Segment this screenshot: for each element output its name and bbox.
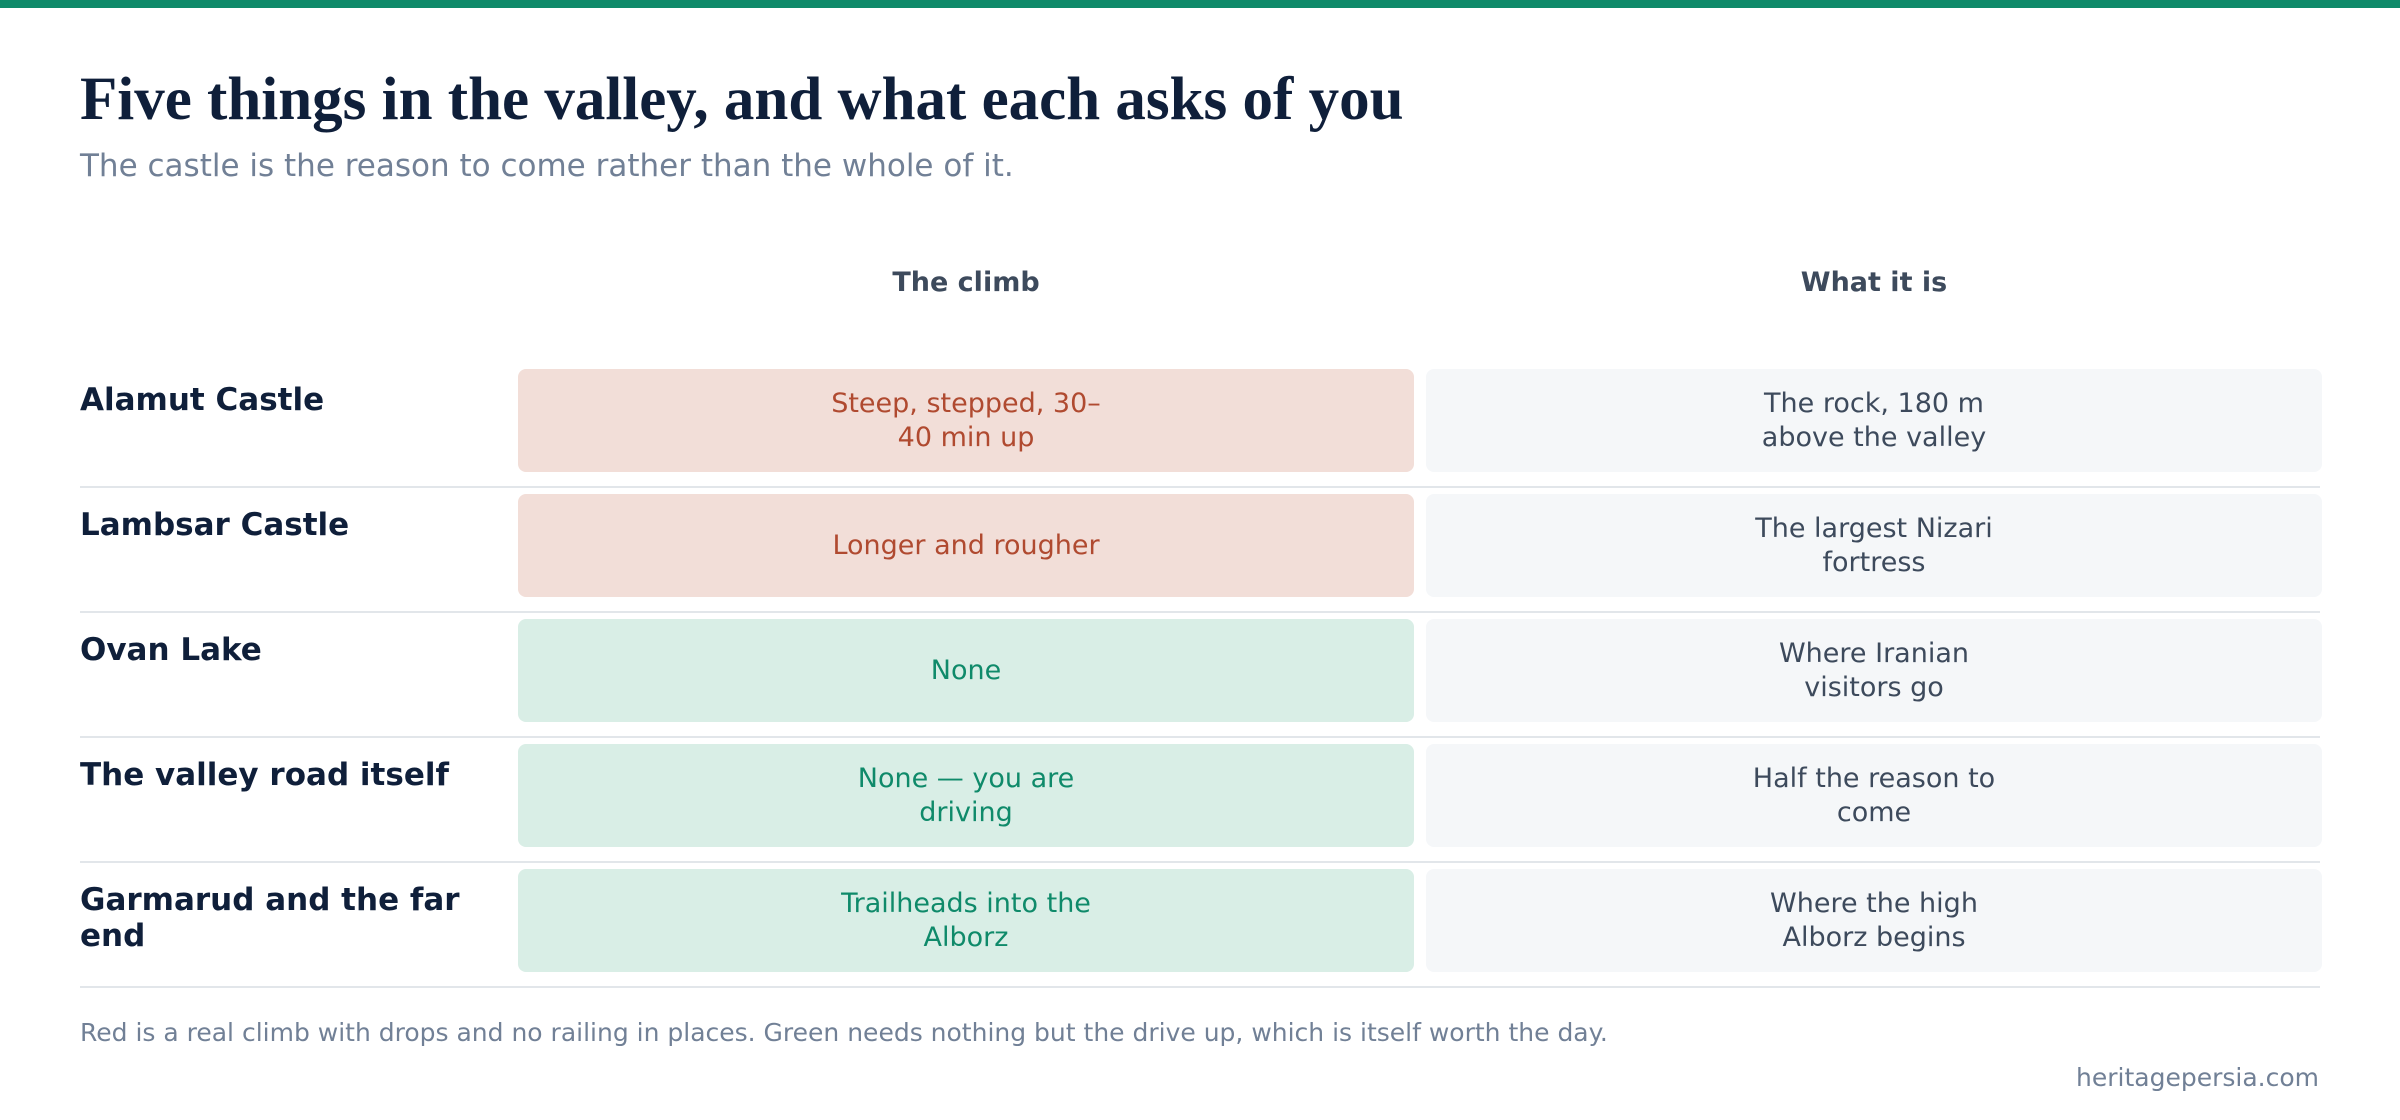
climb-cell: Steep, stepped, 30–40 min up [518,369,1414,472]
table-body: Alamut Castle Steep, stepped, 30–40 min … [80,363,2322,988]
cell-text: The largest Nizari fortress [1755,512,1993,578]
cell-text: Longer and rougher [832,529,1100,561]
cell-text: The rock, 180 m above the valley [1761,387,1987,453]
table: The climb What it is Alamut Castle Steep… [80,250,2322,988]
cell-text: Where the high Alborz begins [1770,887,1978,953]
table-row: The valley road itself None — you are dr… [80,738,2322,863]
row-label: Alamut Castle [80,382,325,418]
table-row: Alamut Castle Steep, stepped, 30–40 min … [80,363,2322,488]
description-cell: Half the reason to come [1426,744,2322,847]
row-label: The valley road itself [80,757,449,793]
source: heritagepersia.com [2076,1063,2319,1092]
title: Five things in the valley, and what each… [80,66,1404,133]
subtitle: The castle is the reason to come rather … [80,148,1014,184]
description-cell: The rock, 180 m above the valley [1426,369,2322,472]
cell-text: Where Iranian visitors go [1778,637,1969,703]
climb-cell: Trailheads into the Alborz [518,869,1414,972]
row-label: Ovan Lake [80,632,262,668]
column-header: The climb [892,266,1040,298]
footnote: Red is a real climb with drops and no ra… [80,1018,1608,1047]
climb-cell: None — you are driving [518,744,1414,847]
cell-text: Half the reason to come [1752,762,1996,828]
row-label: Lambsar Castle [80,507,350,543]
table-row: Lambsar Castle Longer and rougher The la… [80,488,2322,613]
table-header: The climb What it is [80,250,2320,314]
table-row: Ovan Lake None Where Iranian visitors go [80,613,2322,738]
row-label: Garmarud and the far end [80,882,460,954]
description-cell: Where the high Alborz begins [1426,869,2322,972]
cell-text: None — you are driving [857,762,1075,828]
climb-cell: Longer and rougher [518,494,1414,597]
cell-text: Trailheads into the Alborz [841,887,1091,953]
cell-text: None [930,654,1002,686]
column-header: What it is [1800,266,1948,298]
climb-cell: None [518,619,1414,722]
table-row: Garmarud and the far end Trailheads into… [80,863,2322,988]
description-cell: Where Iranian visitors go [1426,619,2322,722]
description-cell: The largest Nizari fortress [1426,494,2322,597]
top-bar [0,0,2400,8]
cell-text: Steep, stepped, 30–40 min up [831,387,1101,453]
